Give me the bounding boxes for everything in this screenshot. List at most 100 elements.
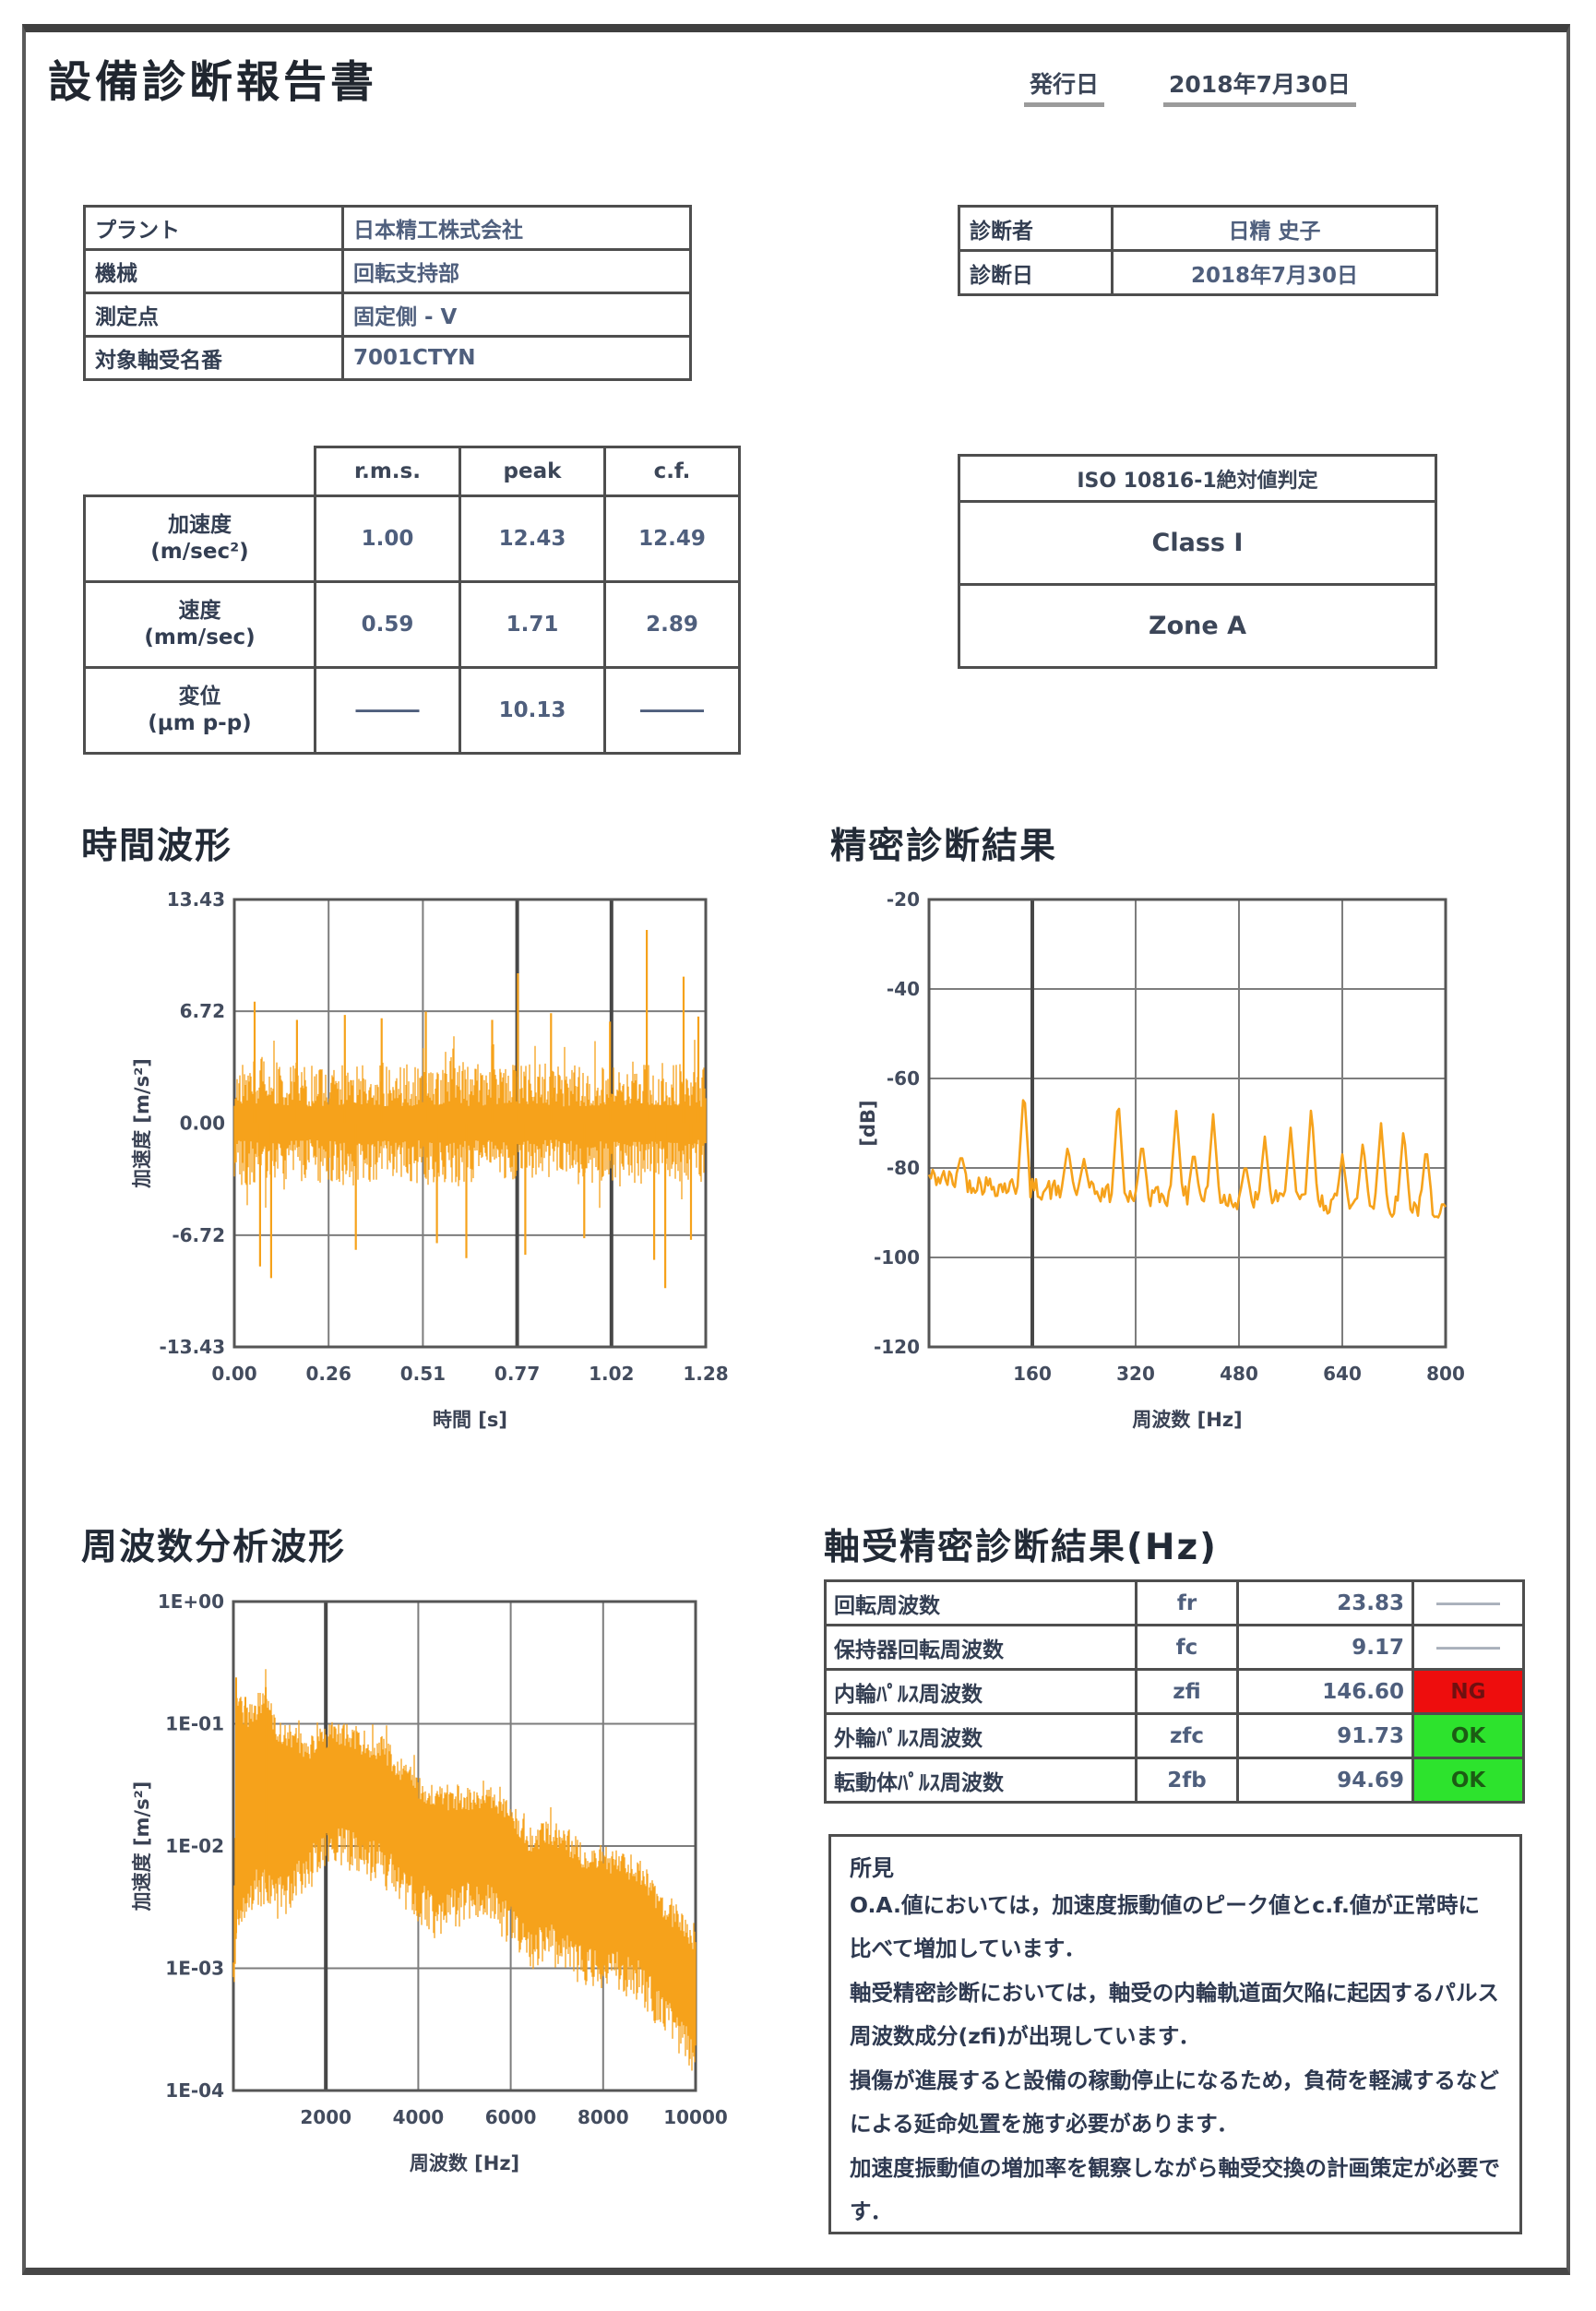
status-badge: ――― — [1411, 1579, 1525, 1626]
info-label: 診断日 — [958, 249, 1114, 296]
precision-spectrum-chart: -20 -40 -60 -80 -100 -120 160 320 480 640 800 周波数 [… — [857, 888, 1465, 1431]
svg-text:4000: 4000 — [393, 2106, 445, 2128]
table-row: 加速度 (m/sec²) 1.00 12.43 12.49 — [83, 494, 741, 583]
section-title-precision-result: 精密診断結果 — [830, 826, 1058, 867]
metric-cf: ――― — [603, 666, 741, 755]
freq-symbol: fc — [1135, 1624, 1239, 1671]
status-badge: ――― — [1411, 1624, 1525, 1671]
bearing-diagnostic-table: 回転周波数 fr 23.83 ――― 保持器回転周波数 fc 9.17 ――― … — [824, 1579, 1525, 1804]
freq-value: 94.69 — [1236, 1757, 1414, 1804]
svg-text:6.72: 6.72 — [180, 1000, 225, 1022]
table-row: 速度 (mm/sec) 0.59 1.71 2.89 — [83, 580, 741, 669]
svg-text:1E-03: 1E-03 — [165, 1958, 224, 1980]
freq-label: 転動体ﾊﾟﾙｽ周波数 — [824, 1757, 1137, 1804]
svg-text:1E-02: 1E-02 — [165, 1835, 224, 1857]
page-border — [22, 24, 1570, 2275]
plant-info-table: プラント 日本精工株式会社 機械 回転支持部 測定点 固定側 - V 対象軸受名… — [83, 205, 692, 381]
table-row: プラント 日本精工株式会社 — [83, 205, 692, 251]
svg-text:13.43: 13.43 — [167, 888, 225, 911]
metric-label: 加速度 (m/sec²) — [83, 494, 316, 583]
svg-text:-120: -120 — [874, 1336, 920, 1358]
diagnostician-info-table: 診断者 日精 史子 診断日 2018年7月30日 — [958, 205, 1438, 296]
issue-date-row: 発行日 2018年7月30日 — [1024, 66, 1356, 107]
table-row: 変位 (μm p-p) ――― 10.13 ――― — [83, 666, 741, 755]
freq-value: 146.60 — [1236, 1668, 1414, 1715]
svg-text:-80: -80 — [887, 1157, 920, 1179]
svg-text:160: 160 — [1013, 1363, 1052, 1385]
svg-text:1E-01: 1E-01 — [165, 1713, 224, 1735]
findings-line: O.A.値においては，加速度振動値のピーク値とc.f.値が正常時に比べて増加して… — [850, 1892, 1480, 1962]
svg-text:0.51: 0.51 — [400, 1363, 446, 1385]
svg-text:0.77: 0.77 — [494, 1363, 540, 1385]
info-value: 2018年7月30日 — [1111, 249, 1438, 296]
table-row: 対象軸受名番 7001CTYN — [83, 335, 692, 381]
metric-label: 速度 (mm/sec) — [83, 580, 316, 669]
freq-label: 内輪ﾊﾟﾙｽ周波数 — [824, 1668, 1137, 1715]
freq-value: 23.83 — [1236, 1579, 1414, 1626]
svg-text:0.00: 0.00 — [211, 1363, 256, 1385]
freq-symbol: zfi — [1135, 1668, 1239, 1715]
metric-peak: 10.13 — [459, 666, 606, 755]
iso-class-value: Class Ⅰ — [958, 500, 1437, 586]
svg-text:640: 640 — [1323, 1363, 1362, 1385]
info-value: 固定側 - V — [341, 292, 692, 338]
freq-value: 9.17 — [1236, 1624, 1414, 1671]
status-badge: OK — [1411, 1712, 1525, 1759]
metric-label: 変位 (μm p-p) — [83, 666, 316, 755]
findings-line: 損傷が進展すると設備の稼動停止になるため，負荷を軽減するなどによる延命処置を施す… — [850, 2067, 1499, 2138]
svg-text:-6.72: -6.72 — [172, 1224, 225, 1246]
svg-text:0.26: 0.26 — [306, 1363, 351, 1385]
findings-box: 所見 O.A.値においては，加速度振動値のピーク値とc.f.値が正常時に比べて増… — [828, 1834, 1522, 2234]
svg-text:周波数 [Hz]: 周波数 [Hz] — [410, 2152, 519, 2174]
iso-header: ISO 10816-1絶対値判定 — [958, 454, 1437, 503]
svg-text:10000: 10000 — [663, 2106, 728, 2128]
info-value: 7001CTYN — [341, 335, 692, 381]
table-header-row: r.m.s. peak c.f. — [85, 446, 741, 497]
table-row: 診断者 日精 史子 — [958, 205, 1438, 252]
svg-text:1.02: 1.02 — [589, 1363, 634, 1385]
svg-text:8000: 8000 — [578, 2106, 629, 2128]
info-value: 日本精工株式会社 — [341, 205, 692, 251]
svg-text:-60: -60 — [887, 1067, 920, 1090]
svg-text:周波数 [Hz]: 周波数 [Hz] — [1132, 1409, 1242, 1431]
col-header-cf: c.f. — [603, 446, 741, 497]
svg-text:時間 [s]: 時間 [s] — [433, 1409, 507, 1431]
svg-text:加速度 [m/s²]: 加速度 [m/s²] — [131, 1781, 153, 1912]
table-row: 内輪ﾊﾟﾙｽ周波数 zfi 146.60 NG — [824, 1668, 1525, 1715]
report-title: 設備診断報告書 — [48, 57, 377, 108]
info-value: 回転支持部 — [341, 248, 692, 294]
table-row: ISO 10816-1絶対値判定 — [958, 454, 1437, 503]
frequency-analysis-chart: 1E+00 1E-01 1E-02 1E-03 1E-04 2000 4000 6000 800… — [131, 1590, 728, 2174]
info-label: プラント — [83, 205, 344, 251]
svg-text:1E-04: 1E-04 — [165, 2079, 224, 2102]
findings-line: 軸受精密診断においては，軸受の内輪軌道面欠陥に起因するパルス周波数成分(zfi)… — [850, 1979, 1499, 2050]
svg-text:800: 800 — [1426, 1363, 1465, 1385]
section-title-frequency-waveform: 周波数分析波形 — [81, 1527, 347, 1568]
svg-text:1.28: 1.28 — [683, 1363, 728, 1385]
section-title-time-waveform: 時間波形 — [81, 826, 233, 867]
svg-text:480: 480 — [1220, 1363, 1258, 1385]
freq-symbol: fr — [1135, 1579, 1239, 1626]
metric-rms: 0.59 — [314, 580, 461, 669]
svg-text:-40: -40 — [887, 978, 920, 1000]
freq-symbol: zfc — [1135, 1712, 1239, 1759]
freq-value: 91.73 — [1236, 1712, 1414, 1759]
svg-text:-13.43: -13.43 — [159, 1336, 225, 1358]
svg-text:2000: 2000 — [300, 2106, 351, 2128]
svg-text:0.00: 0.00 — [180, 1113, 225, 1135]
freq-symbol: 2fb — [1135, 1757, 1239, 1804]
table-row: Class Ⅰ — [958, 500, 1437, 586]
metric-cf: 2.89 — [603, 580, 741, 669]
metric-rms: 1.00 — [314, 494, 461, 583]
table-row: 転動体ﾊﾟﾙｽ周波数 2fb 94.69 OK — [824, 1757, 1525, 1804]
time-waveform-chart: 13.43 6.72 0.00 -6.72 -13.43 0.00 0.26 0.51 0.77… — [131, 888, 729, 1431]
freq-label: 回転周波数 — [824, 1579, 1137, 1626]
table-row: 機械 回転支持部 — [83, 248, 692, 294]
info-label: 対象軸受名番 — [83, 335, 344, 381]
findings-line: 加速度振動値の増加率を観察しながら軸受交換の計画策定が必要です． — [850, 2154, 1500, 2225]
status-badge: OK — [1411, 1757, 1525, 1804]
svg-text:1E+00: 1E+00 — [158, 1590, 224, 1613]
metric-cf: 12.49 — [603, 494, 741, 583]
col-header-rms: r.m.s. — [314, 446, 461, 497]
